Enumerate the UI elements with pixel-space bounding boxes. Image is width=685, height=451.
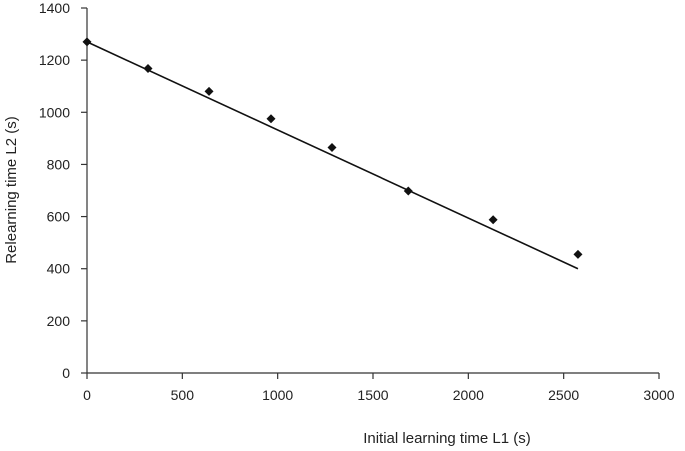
x-tick-label: 2500	[548, 387, 579, 403]
y-tick-label: 800	[47, 156, 71, 172]
x-tick-label: 2000	[453, 387, 484, 403]
trendline	[86, 41, 579, 270]
data-point	[403, 186, 413, 196]
y-tick-label: 1400	[39, 0, 70, 16]
x-axis-title: Initial learning time L1 (s)	[363, 430, 531, 447]
data-point	[82, 37, 92, 47]
data-point	[488, 215, 498, 225]
data-points	[82, 37, 583, 259]
x-tick-label: 3000	[643, 387, 674, 403]
x-tick-label: 500	[171, 387, 195, 403]
data-point	[266, 114, 276, 124]
y-tick-label: 1200	[39, 52, 70, 68]
x-tick-label: 1000	[262, 387, 293, 403]
y-tick-label: 600	[47, 209, 71, 225]
y-tick-label: 400	[47, 261, 71, 277]
y-tick-label: 0	[62, 365, 70, 381]
y-tick-label: 1000	[39, 104, 70, 120]
data-point	[327, 142, 337, 152]
data-point	[143, 63, 153, 73]
trendline-group	[86, 41, 579, 270]
y-tick-label: 200	[47, 313, 71, 329]
data-point	[204, 86, 214, 96]
y-axis: 0 200 400 600 800 1000 1200 1400	[39, 0, 88, 381]
x-tick-label: 1500	[357, 387, 388, 403]
x-tick-label: 0	[83, 387, 91, 403]
data-point	[573, 249, 583, 259]
x-axis: 0 500 1000 1500 2000 2500 3000	[83, 372, 675, 403]
y-axis-title: Relearning time L2 (s)	[3, 116, 20, 264]
